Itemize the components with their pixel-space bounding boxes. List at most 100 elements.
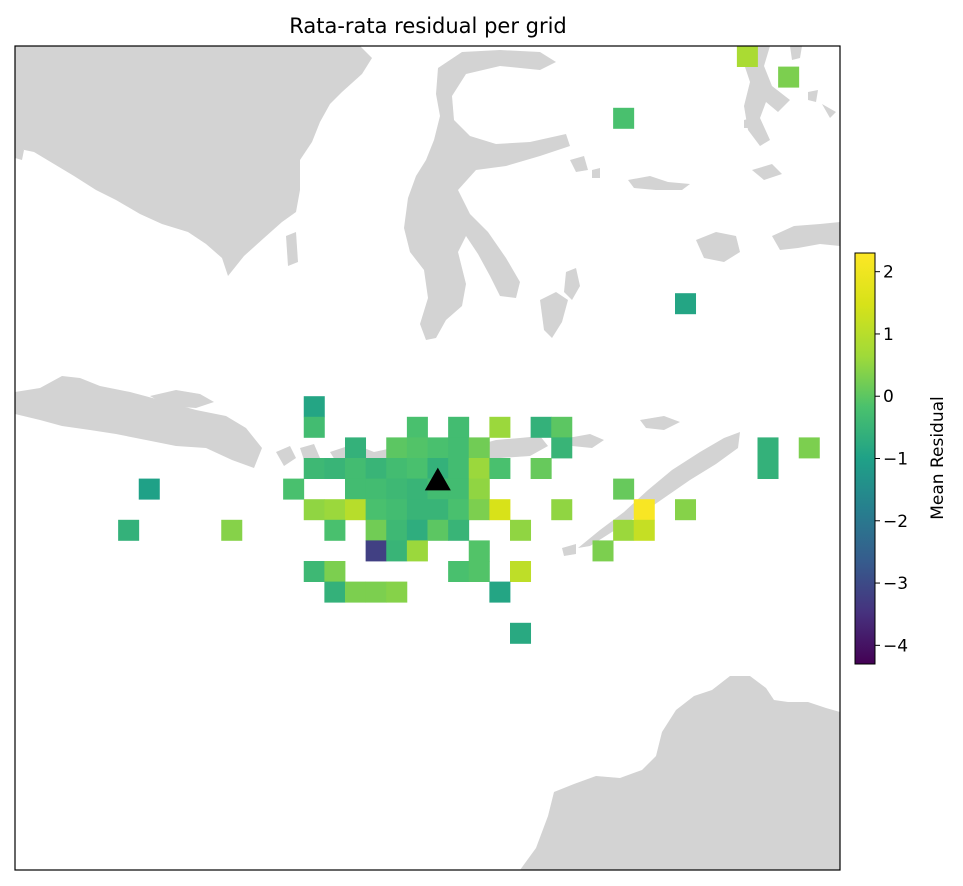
grid-cell xyxy=(283,478,305,500)
grid-cell xyxy=(489,499,511,521)
grid-cell xyxy=(448,519,470,541)
grid-cell xyxy=(324,499,346,521)
landmass-seram xyxy=(772,222,840,250)
colorbar-tick-label: 1 xyxy=(883,325,894,345)
landmass-timor xyxy=(578,432,740,548)
colorbar-tick-label: −2 xyxy=(883,512,908,532)
landmass-small-4 xyxy=(592,168,600,178)
grid-cell xyxy=(221,519,243,541)
grid-cell xyxy=(406,478,428,500)
landmass-buton xyxy=(540,292,568,338)
landmass-bali xyxy=(276,446,296,466)
landmass-madura xyxy=(150,390,214,408)
landmass-buru xyxy=(696,232,740,262)
grid-cell xyxy=(798,437,820,459)
grid-cell xyxy=(324,561,346,582)
grid-cell xyxy=(675,499,697,521)
grid-cell xyxy=(468,478,490,500)
grid-cell xyxy=(406,540,428,562)
grid-cell xyxy=(613,519,635,541)
grid-cell xyxy=(386,478,408,500)
grid-cell xyxy=(386,499,408,521)
grid-cell xyxy=(303,458,325,479)
colorbar-label: Mean Residual xyxy=(928,396,948,520)
map-area xyxy=(15,46,861,870)
grid-cell xyxy=(386,540,408,562)
grid-cell xyxy=(448,499,470,521)
grid-cell xyxy=(448,561,470,582)
grid-cell xyxy=(138,478,160,500)
grid-cell xyxy=(613,478,635,500)
grid-cell xyxy=(365,458,387,479)
grid-cell xyxy=(427,437,449,459)
chart-title: Rata-rata residual per grid xyxy=(289,14,567,38)
map-frame xyxy=(14,45,841,871)
grid-cell xyxy=(675,293,697,315)
landmass-banggai xyxy=(570,156,588,172)
grid-cell xyxy=(530,458,552,479)
grid-cell xyxy=(468,437,490,459)
colorbar-ticks: 2 1 0 −1 −2 −3 −4 xyxy=(875,263,908,656)
grid-cell xyxy=(468,499,490,521)
grid-cell xyxy=(406,519,428,541)
landmass-wetar xyxy=(640,416,680,430)
colorbar-tick-label: −4 xyxy=(883,636,908,656)
grid-cell xyxy=(592,540,614,562)
grid-cell xyxy=(530,416,552,438)
landmass-borneo xyxy=(15,46,372,276)
landmass-java xyxy=(15,376,262,468)
grid-cell xyxy=(345,499,367,521)
grid-cell xyxy=(345,458,367,479)
grid-cell xyxy=(489,458,511,479)
grid-cell xyxy=(386,437,408,459)
landmass-small-5 xyxy=(808,90,818,102)
grid-cell xyxy=(345,437,367,459)
grid-cell xyxy=(489,581,511,603)
grid-cell xyxy=(324,458,346,479)
colorbar-gradient xyxy=(854,252,876,665)
residual-cells xyxy=(118,46,861,644)
colorbar-tick-label: −1 xyxy=(883,450,908,470)
grid-cell xyxy=(365,478,387,500)
landmass-rote xyxy=(562,544,576,556)
grid-cell xyxy=(736,46,758,67)
grid-cell xyxy=(386,581,408,603)
grid-cell xyxy=(345,478,367,500)
grid-cell xyxy=(324,581,346,603)
landmass-small-2 xyxy=(15,146,24,160)
landmass-muna xyxy=(564,268,580,300)
grid-cell xyxy=(303,499,325,521)
grid-cell xyxy=(448,416,470,438)
landmass-halmahera xyxy=(744,46,790,146)
grid-cell xyxy=(365,581,387,603)
colorbar: 2 1 0 −1 −2 −3 −4 Mean Residual xyxy=(854,252,948,665)
landmass-small-1 xyxy=(286,232,298,266)
landmass-obi xyxy=(752,164,782,180)
grid-cell xyxy=(365,540,387,562)
grid-cell xyxy=(468,561,490,582)
grid-cell xyxy=(427,499,449,521)
grid-cell xyxy=(468,458,490,479)
colorbar-tick-label: 0 xyxy=(883,387,894,407)
grid-cell xyxy=(118,519,140,541)
grid-cell xyxy=(345,581,367,603)
grid-cell xyxy=(633,499,655,521)
landmass-alor xyxy=(568,434,604,448)
grid-cell xyxy=(365,519,387,541)
grid-cell xyxy=(406,499,428,521)
grid-cell xyxy=(840,231,861,252)
station-markers xyxy=(424,467,451,491)
grid-cell xyxy=(448,478,470,500)
landmass-sulawesi xyxy=(404,50,570,340)
grid-cell xyxy=(757,458,779,479)
grid-cell xyxy=(365,499,387,521)
grid-cell xyxy=(633,519,655,541)
grid-cell xyxy=(303,416,325,438)
grid-cell xyxy=(303,561,325,582)
grid-cell xyxy=(510,519,532,541)
grid-cell xyxy=(757,437,779,459)
grid-cell xyxy=(551,499,573,521)
grid-cell xyxy=(613,107,635,129)
grid-cell xyxy=(386,458,408,479)
